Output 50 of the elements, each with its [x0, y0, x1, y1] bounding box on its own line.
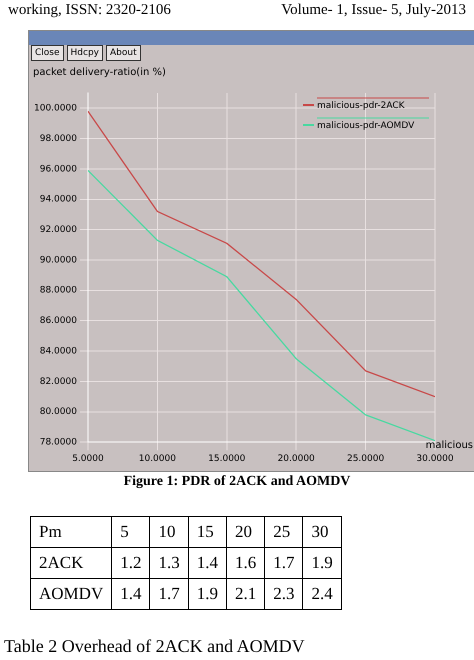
x-tick-label: 5.0000	[72, 454, 104, 464]
x-tick-label: 20	[226, 516, 265, 548]
y-tick-label: 84.0000	[40, 346, 78, 356]
x-tick-label: 30	[302, 516, 342, 548]
data-label: 1.6	[226, 548, 265, 578]
text: Table 2 Overhead of 2ACK and AOMDV	[4, 636, 305, 657]
y-axis-title: packet delivery-ratio(in %)	[33, 67, 166, 78]
x-tick-label: 15.0000	[208, 454, 246, 464]
y-tick-label: 82.0000	[40, 376, 78, 387]
y-tick-label: 98.0000	[40, 134, 78, 144]
y-tick-label: 78.0000	[40, 438, 78, 448]
text: About	[106, 45, 141, 61]
y-tick-label: 80.0000	[40, 407, 78, 418]
y-tick-label: 100.0000	[34, 104, 78, 114]
x-tick-label: 30.0000	[416, 454, 454, 464]
x-tick-label: 5	[112, 516, 150, 548]
y-tick-label: AOMDV	[30, 578, 112, 610]
data-label: 1.7	[264, 548, 303, 578]
text: Hdcpy	[66, 45, 103, 61]
y-tick-label: 2ACK	[30, 548, 112, 578]
y-tick-label: 88.0000	[40, 286, 78, 296]
x-tick-label: 10	[150, 516, 188, 548]
data-label: 2.3	[264, 578, 303, 610]
text: Close	[31, 45, 64, 61]
legend-label: malicious-pdr-2ACK	[317, 101, 406, 111]
x-tick-label: 25.0000	[346, 454, 384, 464]
y-tick-label: 96.0000	[40, 164, 78, 174]
data-label: 1.9	[188, 578, 226, 610]
y-tick-label: 92.0000	[40, 224, 78, 235]
text: Volume- 1, Issue- 5, July-2013	[281, 2, 466, 19]
y-tick-label: 90.0000	[40, 255, 78, 266]
x-axis-title: Pm	[30, 516, 112, 548]
data-label: 1.7	[150, 578, 188, 610]
data-label: 1.4	[188, 548, 226, 578]
x-axis-title: malicious	[426, 440, 473, 452]
data-label: 2.4	[302, 578, 342, 610]
data-label: 2.1	[226, 578, 265, 610]
x-tick-label: 10.0000	[138, 454, 176, 464]
data-label: 1.3	[150, 548, 188, 578]
data-label: 1.2	[112, 548, 150, 578]
x-tick-label: 20.0000	[278, 454, 316, 464]
text: working, ISSN: 2320-2106	[8, 2, 171, 19]
legend-label: malicious-pdr-AOMDV	[317, 121, 416, 131]
y-tick-label: 94.0000	[40, 194, 78, 205]
text: Figure 1: PDR of 2ACK and AOMDV	[122, 474, 352, 490]
x-tick-label: 15	[188, 516, 226, 548]
data-label: 1.9	[302, 548, 342, 578]
data-label: 1.4	[112, 578, 150, 610]
x-tick-label: 25	[264, 516, 303, 548]
y-tick-label: 86.0000	[40, 316, 78, 326]
